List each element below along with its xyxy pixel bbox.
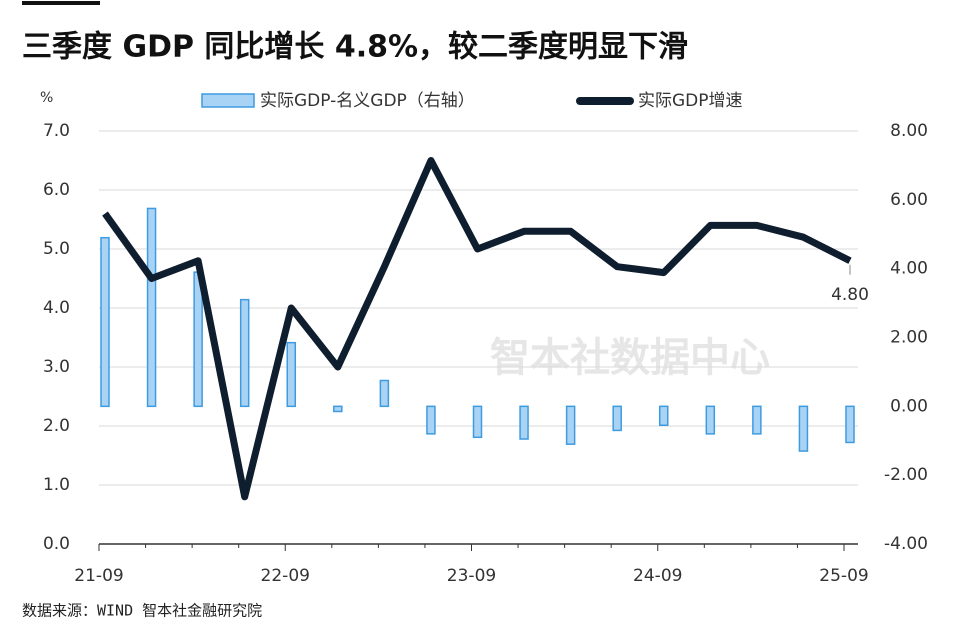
bar: [798, 405, 809, 452]
bar: [659, 405, 669, 427]
y2-tick-label: -4.00: [884, 534, 928, 554]
bar: [565, 405, 576, 445]
y-tick-label: 2.0: [43, 416, 70, 436]
bar: [379, 379, 390, 408]
y-tick-label: 6.0: [43, 180, 70, 200]
legend-swatch: [201, 93, 255, 108]
y-tick-label: 4.0: [43, 298, 70, 318]
bar: [426, 405, 436, 435]
line: [102, 157, 852, 501]
bar: [286, 341, 296, 408]
bar: [705, 405, 716, 435]
data-label: 4.80: [831, 285, 869, 305]
bar: [239, 298, 250, 408]
watermark: 智本社数据中心: [490, 335, 770, 381]
y2-tick-label: 2.00: [890, 328, 928, 348]
y2-tick-label: -2.00: [884, 465, 928, 485]
x-tick-label: 25-09: [819, 566, 868, 586]
y2-tick-label: 8.00: [890, 121, 928, 141]
y-tick-label: 1.0: [43, 475, 70, 495]
y2-tick-label: 0.00: [890, 396, 928, 416]
legend-label: 实际GDP增速: [638, 91, 743, 111]
bar: [333, 405, 343, 413]
bar: [752, 405, 762, 435]
y-axis-unit: %: [40, 90, 53, 106]
title-accent: [22, 1, 100, 5]
bar: [612, 405, 622, 432]
bar: [519, 405, 529, 440]
bar: [845, 405, 855, 444]
source-note: 数据来源：WIND 智本社金融研究院: [22, 602, 262, 620]
bar: [100, 236, 110, 408]
x-tick-label: 24-09: [633, 566, 682, 586]
x-tick-label: 22-09: [261, 566, 310, 586]
y-tick-label: 3.0: [43, 357, 70, 377]
y2-tick-label: 4.00: [890, 259, 928, 279]
x-tick-label: 23-09: [447, 566, 496, 586]
chart-title: 三季度 GDP 同比增长 4.8%，较二季度明显下滑: [22, 30, 688, 65]
bar: [146, 207, 157, 408]
legend-label: 实际GDP-名义GDP（右轴）: [260, 91, 475, 111]
y-tick-label: 7.0: [43, 121, 70, 141]
y-tick-label: 5.0: [43, 239, 70, 259]
x-tick-label: 21-09: [74, 566, 123, 586]
y-tick-label: 0.0: [43, 534, 70, 554]
y2-tick-label: 6.00: [890, 190, 928, 210]
bar: [472, 405, 483, 439]
